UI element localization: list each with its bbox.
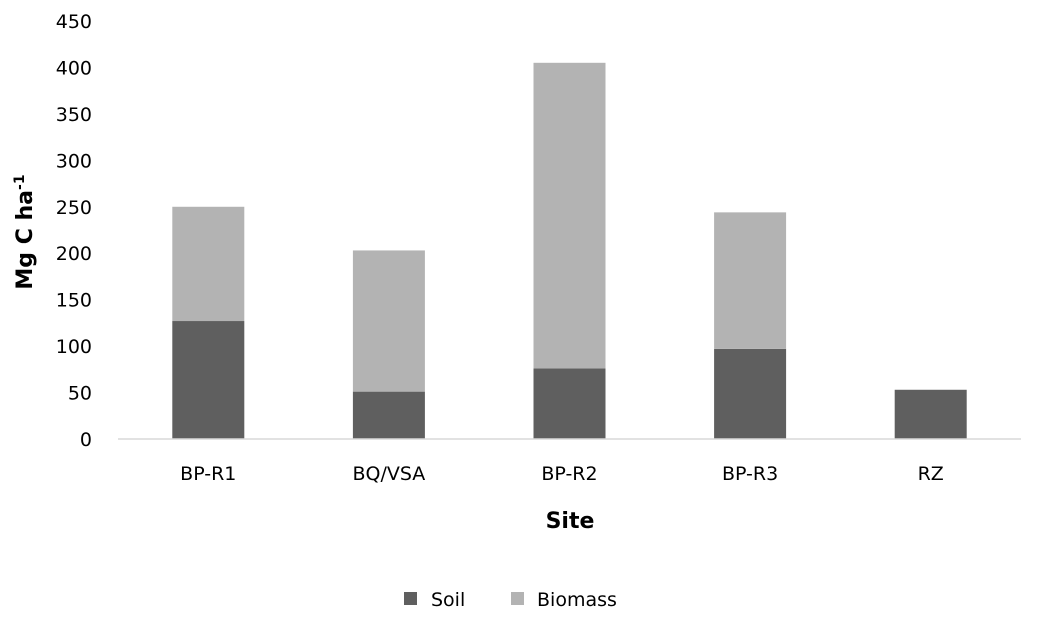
- legend-label-biomass: Biomass: [537, 589, 617, 611]
- bar-soil: [352, 391, 425, 439]
- y-tick-label: 400: [56, 57, 92, 79]
- bar-biomass: [533, 62, 606, 369]
- bar-biomass: [172, 206, 245, 322]
- bar-soil: [894, 389, 967, 439]
- bar-biomass: [352, 250, 425, 392]
- y-axis-title: Mg C ha-1: [12, 174, 38, 289]
- bar-soil: [714, 348, 787, 439]
- x-axis-title: Site: [546, 509, 595, 534]
- x-tick-label: RZ: [918, 463, 944, 485]
- x-axis-ticks: BP-R1 BQ/VSA BP-R2 BP-R3 RZ: [180, 463, 944, 485]
- y-tick-label: 150: [56, 290, 92, 312]
- y-axis-ticks: 0 50 100 150 200 250 300 350 400 450: [56, 11, 92, 451]
- x-tick-label: BP-R1: [180, 463, 236, 485]
- bar-soil: [172, 321, 245, 439]
- x-tick-label: BP-R3: [722, 463, 778, 485]
- y-tick-label: 450: [56, 11, 92, 33]
- y-axis-title-superscript: -1: [12, 174, 28, 190]
- legend: Soil Biomass: [404, 589, 617, 611]
- x-tick-label: BQ/VSA: [352, 463, 425, 485]
- x-tick-label: BP-R2: [541, 463, 597, 485]
- y-tick-label: 0: [80, 429, 92, 451]
- y-axis-title-main: Mg C ha: [13, 190, 38, 290]
- legend-swatch-soil: [404, 592, 417, 605]
- y-tick-label: 300: [56, 150, 92, 172]
- legend-label-soil: Soil: [431, 589, 465, 611]
- legend-swatch-biomass: [511, 592, 524, 605]
- bars: [172, 62, 967, 439]
- y-tick-label: 200: [56, 243, 92, 265]
- y-tick-label: 100: [56, 336, 92, 358]
- y-tick-label: 350: [56, 104, 92, 126]
- y-tick-label: 50: [68, 383, 92, 405]
- bar-soil: [533, 368, 606, 439]
- bar-biomass: [714, 212, 787, 349]
- y-tick-label: 250: [56, 197, 92, 219]
